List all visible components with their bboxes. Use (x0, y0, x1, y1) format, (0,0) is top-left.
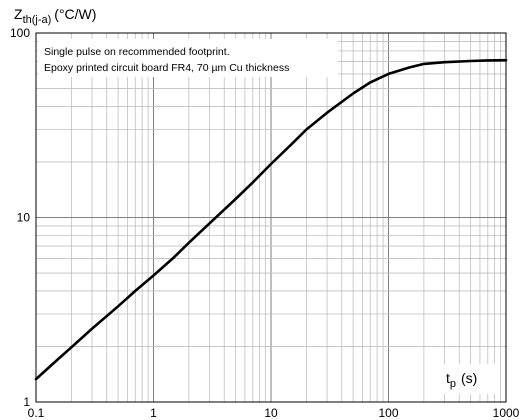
annotation-box (38, 39, 338, 77)
annotation-line-2: Epoxy printed circuit board FR4, 70 µm C… (44, 62, 289, 74)
y-tick-label: 100 (10, 26, 30, 40)
x-tick-label: 1 (150, 406, 157, 420)
y-tick-label: 10 (17, 211, 31, 225)
thermal-impedance-curve (34, 58, 508, 381)
y-tick-label: 1 (23, 395, 30, 409)
x-tick-label: 0.1 (28, 406, 45, 420)
x-tick-label: 10 (264, 406, 278, 420)
grid-lines (35, 32, 507, 403)
x-tick-labels: 0.1 1 10 100 1000 (28, 406, 520, 420)
x-tick-label: 1000 (493, 406, 520, 420)
plot-frame (35, 32, 507, 403)
x-tick-label: 100 (378, 406, 398, 420)
y-axis-title: Zth(j-a) (°C/W) (14, 6, 96, 26)
x-axis-title-box (442, 364, 498, 394)
annotation-line-1: Single pulse on recommended footprint. (44, 46, 230, 58)
y-tick-labels: 1 10 100 (10, 26, 30, 409)
x-axis-title: tp (s) (446, 370, 477, 390)
